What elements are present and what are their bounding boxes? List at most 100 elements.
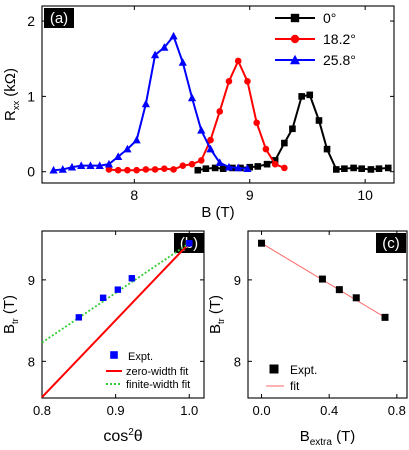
x-tick-label: 0.9 [107, 403, 125, 418]
legend-label: finite-width fit [126, 379, 190, 391]
x-axis-label: Bextra (T) [300, 428, 356, 448]
data-point [95, 161, 104, 169]
data-point [49, 165, 58, 174]
data-point [306, 91, 314, 99]
data-point [254, 163, 262, 170]
fit-line [41, 242, 190, 344]
data-point [384, 164, 392, 172]
data-point [271, 160, 279, 168]
data-point [104, 159, 114, 168]
y-tick-label: 9 [234, 273, 241, 288]
data-point [253, 119, 260, 127]
data-point [77, 161, 86, 169]
data-point [105, 166, 113, 173]
data-point [206, 144, 215, 153]
data-point [335, 286, 343, 294]
legend-label: zero-width fit [126, 366, 188, 378]
legend-label: 18.2° [323, 31, 356, 47]
legend-label: 0° [323, 10, 336, 26]
data-point [207, 136, 214, 144]
data-point [58, 165, 67, 173]
data-point [188, 160, 196, 168]
data-point [178, 58, 187, 66]
y-tick-label: 0 [27, 164, 35, 180]
data-point [197, 157, 205, 164]
x-axis-label: cos2θ [103, 427, 142, 445]
x-tick-label: 0.8 [33, 403, 51, 418]
data-point [281, 139, 288, 147]
y-axis-label: Btr (T) [207, 295, 226, 334]
x-tick-label: 0.4 [320, 403, 338, 418]
series-line [197, 93, 389, 172]
legend-label: 25.8° [323, 52, 356, 68]
data-point [341, 165, 348, 172]
data-point [224, 162, 234, 171]
data-point [170, 166, 177, 173]
data-point [123, 144, 132, 153]
data-point [234, 57, 242, 65]
data-point [367, 166, 375, 173]
panel-label-text: (a) [50, 10, 68, 27]
data-point [323, 145, 331, 153]
data-point [298, 93, 305, 100]
x-tick-label: 10 [357, 187, 373, 203]
data-point [186, 240, 193, 247]
data-point [114, 152, 123, 160]
panel-label-box [44, 8, 74, 28]
data-point [202, 165, 210, 172]
panel-c-frame [247, 230, 408, 399]
data-point [133, 166, 140, 174]
y-tick-label: 2 [27, 13, 35, 29]
data-point [142, 166, 150, 173]
panel-label: (c) [376, 233, 406, 253]
data-point [246, 163, 254, 171]
x-tick-label: 8 [130, 187, 138, 203]
panel-a-frame [41, 5, 395, 184]
data-point [128, 275, 136, 282]
panel-label-text: (c) [382, 235, 400, 252]
data-point [381, 313, 389, 321]
data-point [219, 165, 227, 172]
data-point [187, 93, 197, 102]
x-tick-label: 9 [246, 187, 254, 203]
x-tick-label: 0.0 [252, 403, 270, 418]
y-tick-label: 1 [27, 88, 35, 104]
data-point [151, 50, 160, 59]
fit-line [41, 242, 190, 398]
x-tick-label: 0.8 [388, 403, 406, 418]
data-point [132, 135, 141, 144]
data-point [86, 161, 95, 169]
panel-label-box [376, 233, 406, 253]
legend-marker [290, 54, 300, 65]
data-point [169, 31, 178, 40]
data-point [244, 78, 251, 85]
data-point [67, 162, 77, 171]
data-point [114, 166, 122, 174]
data-point [289, 125, 296, 133]
data-point [160, 43, 169, 51]
data-point [332, 166, 340, 173]
data-point [263, 160, 271, 168]
data-point [99, 294, 107, 301]
data-point [350, 164, 357, 172]
data-point [75, 314, 83, 321]
data-point [352, 294, 360, 302]
data-point [315, 117, 323, 124]
y-tick-label: 8 [28, 354, 35, 369]
data-point [258, 239, 266, 247]
data-point [179, 162, 187, 169]
x-axis-label: B (T) [201, 204, 234, 221]
data-point [243, 164, 252, 172]
data-point [262, 145, 270, 153]
y-tick-label: 9 [28, 273, 35, 288]
y-axis-label: Btr (T) [1, 295, 20, 334]
data-point [358, 165, 365, 172]
data-point [197, 125, 206, 134]
data-point [114, 286, 122, 293]
legend-marker [269, 364, 279, 374]
legend-marker [110, 351, 118, 359]
data-point [194, 166, 202, 174]
legend-marker [290, 13, 300, 23]
data-point [211, 164, 219, 172]
